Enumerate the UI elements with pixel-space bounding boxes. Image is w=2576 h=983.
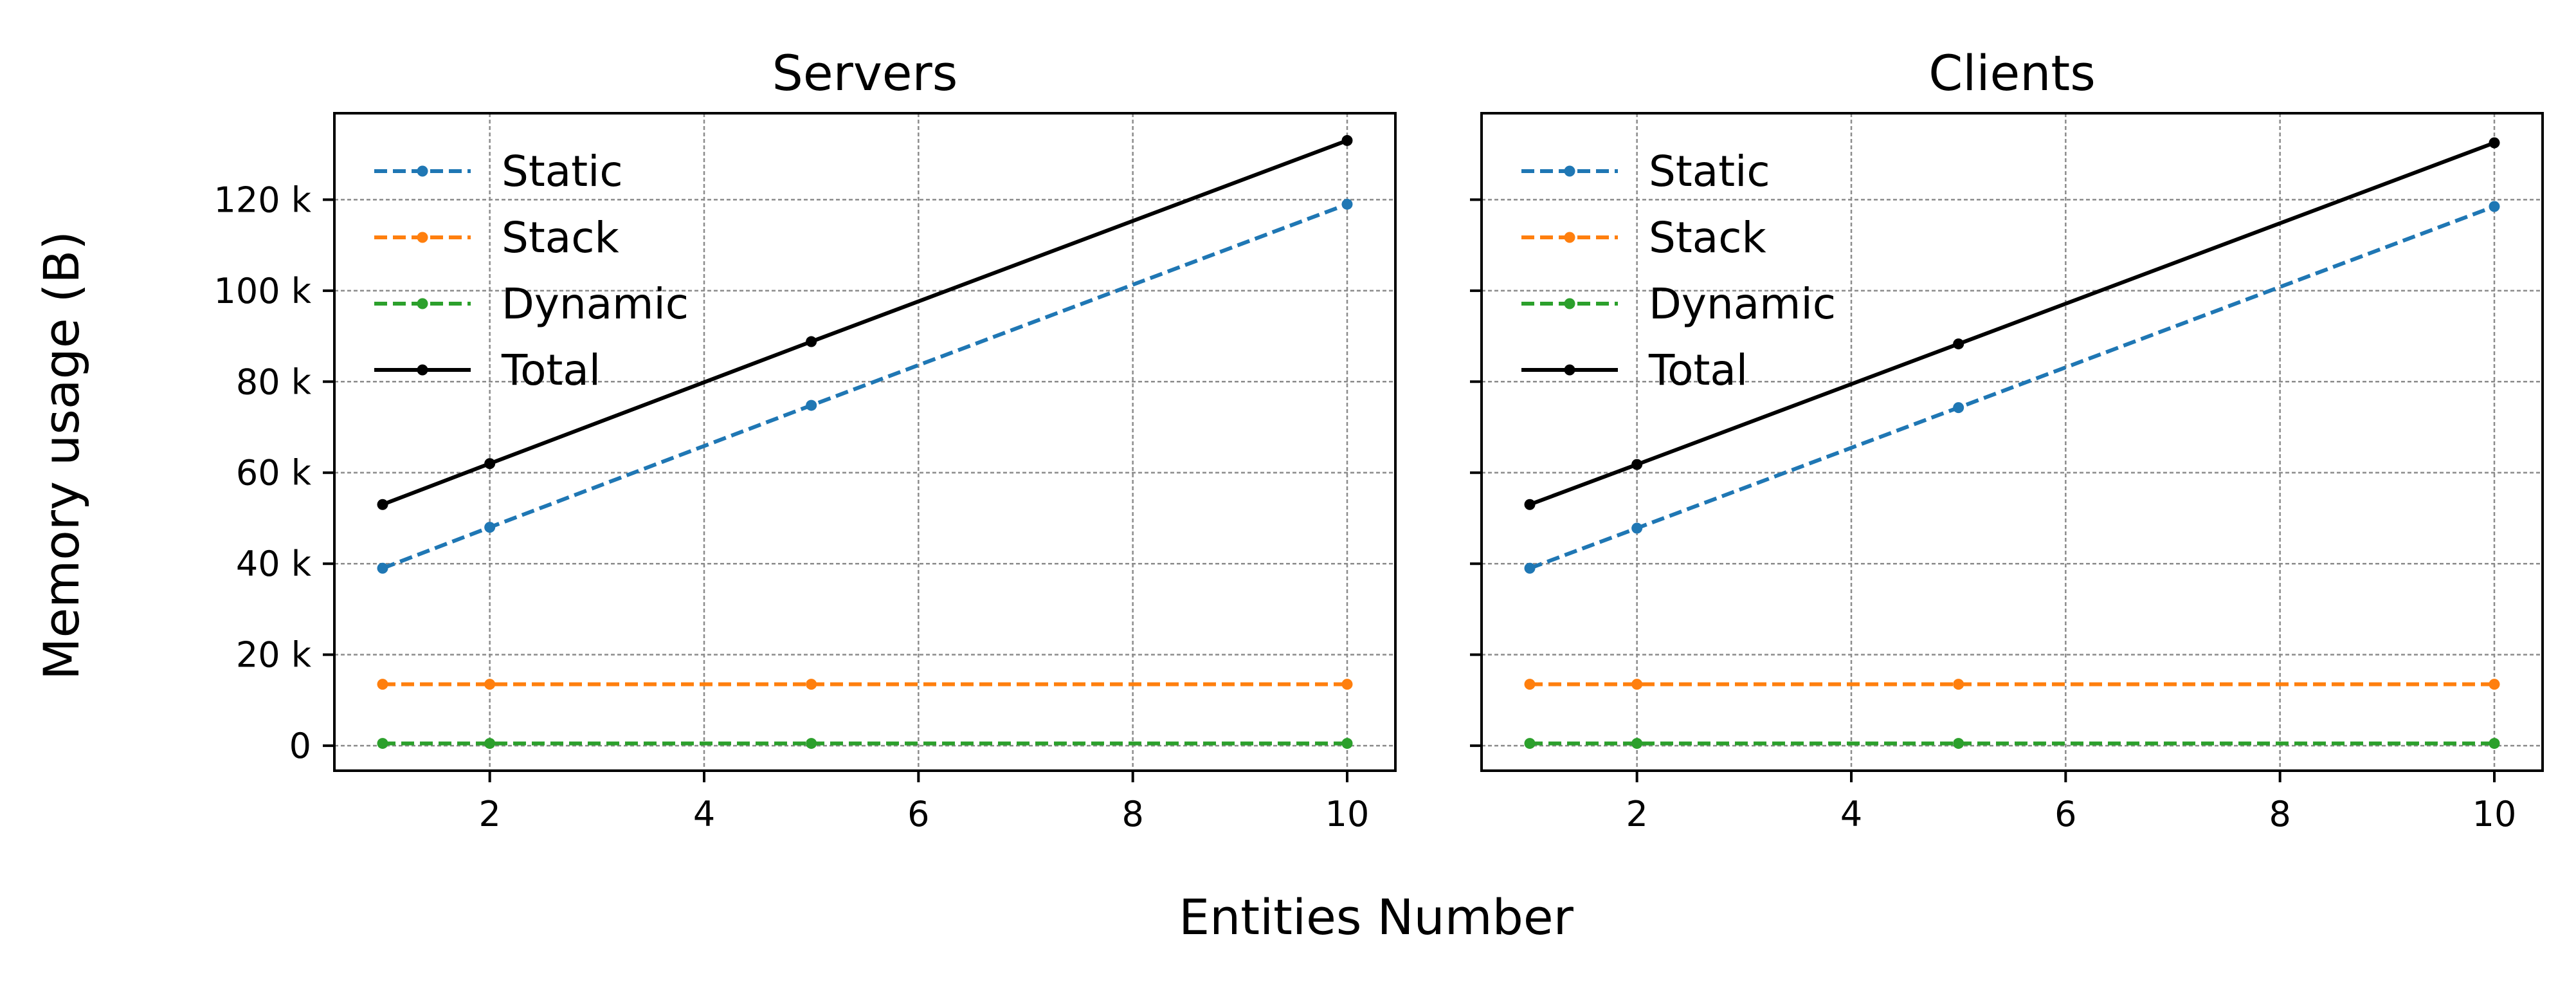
- panel-title: Clients: [1928, 44, 2096, 102]
- legend-marker: [417, 165, 428, 177]
- data-point-dynamic: [2489, 738, 2500, 749]
- legend-marker: [1564, 364, 1575, 376]
- series-line-total: [381, 138, 1348, 507]
- y-tick-label: 120 k: [213, 179, 311, 220]
- data-point-static: [2489, 201, 2500, 212]
- data-point-total: [1631, 459, 1643, 470]
- x-tick-label: 2: [478, 794, 500, 834]
- data-point-total: [1953, 338, 1964, 350]
- data-point-static: [1631, 522, 1643, 534]
- legend-label: Dynamic: [1649, 279, 1836, 329]
- legend-marker: [417, 364, 428, 376]
- data-point-dynamic: [377, 738, 388, 749]
- data-point-static: [1341, 198, 1353, 210]
- x-tick-label: 4: [1840, 794, 1862, 834]
- axes-frame: [1480, 112, 2544, 772]
- x-tick-label: 6: [2054, 794, 2076, 834]
- data-point-static: [377, 562, 388, 574]
- y-tick-label: 20 k: [236, 635, 312, 675]
- data-point-stack: [1524, 679, 1536, 690]
- data-point-stack: [806, 679, 817, 690]
- panel-title: Servers: [772, 44, 958, 102]
- data-point-total: [1524, 499, 1536, 510]
- y-tick-label: 40 k: [236, 544, 312, 584]
- legend-label: Stack: [502, 213, 620, 262]
- data-point-total: [484, 458, 496, 470]
- data-point-dynamic: [1953, 738, 1964, 749]
- x-tick-label: 8: [2269, 794, 2290, 834]
- data-point-total: [2489, 137, 2500, 149]
- x-tick-label: 10: [2472, 794, 2517, 834]
- legend: Static Stack Dynamic Total: [1521, 147, 1836, 395]
- legend-label: Dynamic: [502, 279, 689, 329]
- series-line-static: [1528, 205, 2496, 571]
- legend-label: Total: [1648, 345, 1748, 395]
- data-point-stack: [1953, 679, 1964, 690]
- data-point-stack: [1341, 679, 1353, 690]
- data-point-total: [1341, 134, 1353, 146]
- legend-label: Stack: [1649, 213, 1767, 262]
- axes-frame: [333, 112, 1397, 772]
- data-point-static: [806, 400, 817, 411]
- data-point-stack: [484, 679, 496, 690]
- data-point-total: [377, 499, 388, 510]
- legend-marker: [417, 298, 428, 309]
- data-point-stack: [2489, 679, 2500, 690]
- legend-label: Static: [1649, 147, 1770, 196]
- legend: Static Stack Dynamic Total: [374, 147, 689, 395]
- y-tick-label: 60 k: [236, 453, 312, 493]
- data-point-static: [1524, 562, 1536, 574]
- panel-servers: Servers 2 4 6 8 10 0 20 k 40 k 60 k 80 k 100 k 120 k…: [213, 44, 1397, 834]
- data-point-stack: [1631, 679, 1643, 690]
- data-point-static: [484, 522, 496, 533]
- figure-ylabel: Memory usage (B): [33, 231, 90, 680]
- data-point-stack: [377, 679, 388, 690]
- legend-label: Total: [501, 345, 601, 395]
- panel-clients: Clients 2 4 6 8 10 Static Stack Dynamic Total: [1470, 44, 2544, 834]
- x-tick-label: 4: [693, 794, 715, 834]
- y-tick-label: 0: [289, 726, 311, 766]
- series-line-total: [1528, 141, 2496, 507]
- legend-marker: [1564, 298, 1575, 309]
- legend-marker: [1564, 232, 1575, 243]
- x-tick-label: 10: [1325, 794, 1370, 834]
- data-point-dynamic: [484, 738, 496, 749]
- legend-marker: [1564, 165, 1575, 177]
- x-tick-label: 6: [907, 794, 929, 834]
- data-point-dynamic: [1524, 738, 1536, 749]
- data-point-dynamic: [1631, 738, 1643, 749]
- data-point-total: [806, 336, 817, 347]
- x-tick-label: 8: [1121, 794, 1143, 834]
- data-point-dynamic: [806, 738, 817, 749]
- y-tick-label: 100 k: [213, 271, 311, 311]
- series-line-static: [381, 202, 1348, 571]
- data-point-static: [1953, 402, 1964, 414]
- data-point-dynamic: [1341, 738, 1353, 749]
- x-tick-label: 2: [1626, 794, 1647, 834]
- y-tick-label: 80 k: [236, 362, 312, 402]
- legend-marker: [417, 232, 428, 243]
- legend-label: Static: [502, 147, 623, 196]
- figure-xlabel: Entities Number: [1179, 888, 1574, 946]
